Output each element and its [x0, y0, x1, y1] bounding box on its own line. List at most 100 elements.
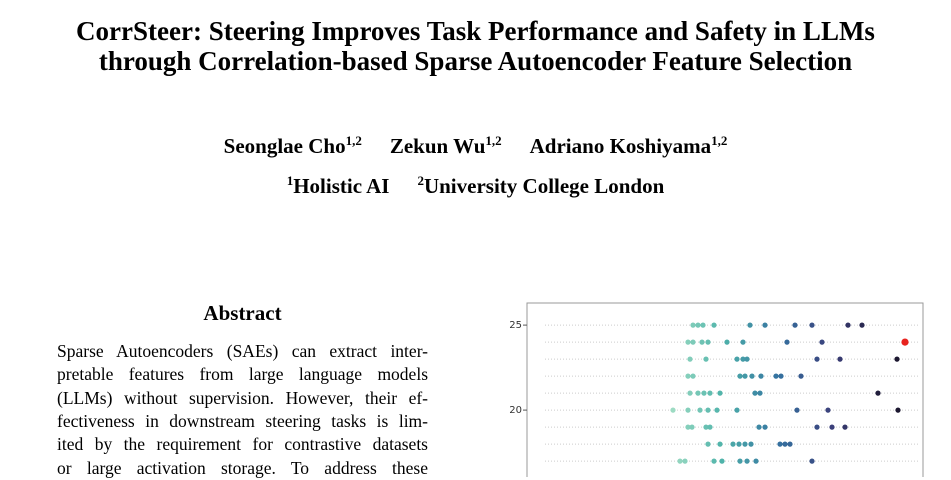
affiliation: 2University College London: [417, 173, 665, 198]
point: [685, 339, 691, 345]
point: [736, 441, 742, 447]
point: [859, 322, 865, 328]
point: [734, 407, 740, 413]
point: [730, 441, 736, 447]
point: [687, 390, 693, 396]
point: [784, 339, 790, 345]
point: [740, 356, 746, 362]
point: [711, 322, 717, 328]
point: [677, 458, 683, 464]
point: [685, 407, 691, 413]
point: [705, 339, 711, 345]
abstract-heading: Abstract: [203, 301, 282, 325]
y-tick-label: 20: [509, 405, 522, 416]
author-name: Zekun Wu: [389, 134, 486, 158]
point: [689, 424, 695, 430]
point: [690, 322, 696, 328]
abstract-line: Sparse Autoencoders (SAEs) can extract i…: [57, 341, 428, 361]
point: [749, 373, 755, 379]
abstract-line: pretable features from large language mo…: [57, 364, 428, 385]
point: [809, 322, 815, 328]
point: [757, 390, 763, 396]
point: [719, 458, 725, 464]
title-line: through Correlation-based Sparse Autoenc…: [98, 46, 853, 76]
point: [842, 424, 848, 430]
point: [707, 390, 713, 396]
point: [711, 458, 717, 464]
point: [894, 356, 900, 362]
point: [794, 407, 800, 413]
point: [747, 322, 753, 328]
aff-name: University College London: [423, 174, 665, 198]
authors: Seonglae Cho1,2 Zekun Wu1,2 Adriano Koshiy…: [0, 133, 951, 159]
point: [744, 356, 750, 362]
point: [814, 356, 820, 362]
point: [845, 322, 851, 328]
point: [717, 390, 723, 396]
point: [819, 339, 825, 345]
point: [773, 373, 779, 379]
point: [670, 407, 676, 413]
author-sup: 1,2: [345, 133, 362, 148]
point: [825, 407, 831, 413]
point: [782, 441, 788, 447]
point: [792, 322, 798, 328]
point: [895, 407, 901, 413]
author-sup: 1,2: [485, 133, 502, 148]
point: [701, 390, 707, 396]
point: [901, 338, 909, 346]
point: [703, 424, 709, 430]
abstract-line: or large activation storage. To address …: [57, 457, 428, 478]
point: [777, 441, 783, 447]
point: [685, 424, 691, 430]
author-name: Adriano Koshiyama: [529, 134, 712, 158]
point: [778, 373, 784, 379]
point: [752, 390, 758, 396]
point: [699, 339, 705, 345]
y-tick-label: 25: [509, 320, 522, 331]
point: [787, 441, 793, 447]
point: [685, 373, 691, 379]
point: [695, 390, 701, 396]
point: [798, 373, 804, 379]
point: [762, 424, 768, 430]
chart-frame: [526, 302, 924, 477]
point: [809, 458, 815, 464]
abstract-line: ited by the requirement for contrastive …: [57, 434, 428, 455]
point: [875, 390, 881, 396]
aff-sup: 2: [417, 173, 424, 188]
author-sup: 1,2: [711, 133, 728, 148]
point: [690, 373, 696, 379]
aff-sup: 1: [286, 173, 294, 188]
point: [695, 322, 701, 328]
point: [748, 441, 754, 447]
aff-name: Holistic AI: [293, 174, 390, 198]
point: [737, 373, 743, 379]
affiliations: 1Holistic AI 2University College London: [0, 173, 951, 199]
title-line: CorrSteer: Steering Improves Task Perfor…: [76, 16, 875, 46]
point: [687, 356, 693, 362]
point: [814, 424, 820, 430]
point: [717, 441, 723, 447]
point: [758, 373, 764, 379]
point: [705, 441, 711, 447]
point: [734, 356, 740, 362]
point: [742, 373, 748, 379]
point: [705, 407, 711, 413]
abstract-line: (LLMs) without supervision. However, the…: [57, 387, 428, 408]
author: Adriano Koshiyama1,2: [529, 133, 728, 158]
author-name: Seonglae Cho: [223, 134, 346, 158]
point: [837, 356, 843, 362]
author: Seonglae Cho1,2: [223, 133, 362, 158]
point: [740, 339, 746, 345]
point: [682, 458, 688, 464]
point: [697, 407, 703, 413]
point: [707, 424, 713, 430]
point: [714, 407, 720, 413]
point: [703, 356, 709, 362]
point: [744, 458, 750, 464]
author: Zekun Wu1,2: [389, 133, 502, 158]
point: [700, 322, 706, 328]
